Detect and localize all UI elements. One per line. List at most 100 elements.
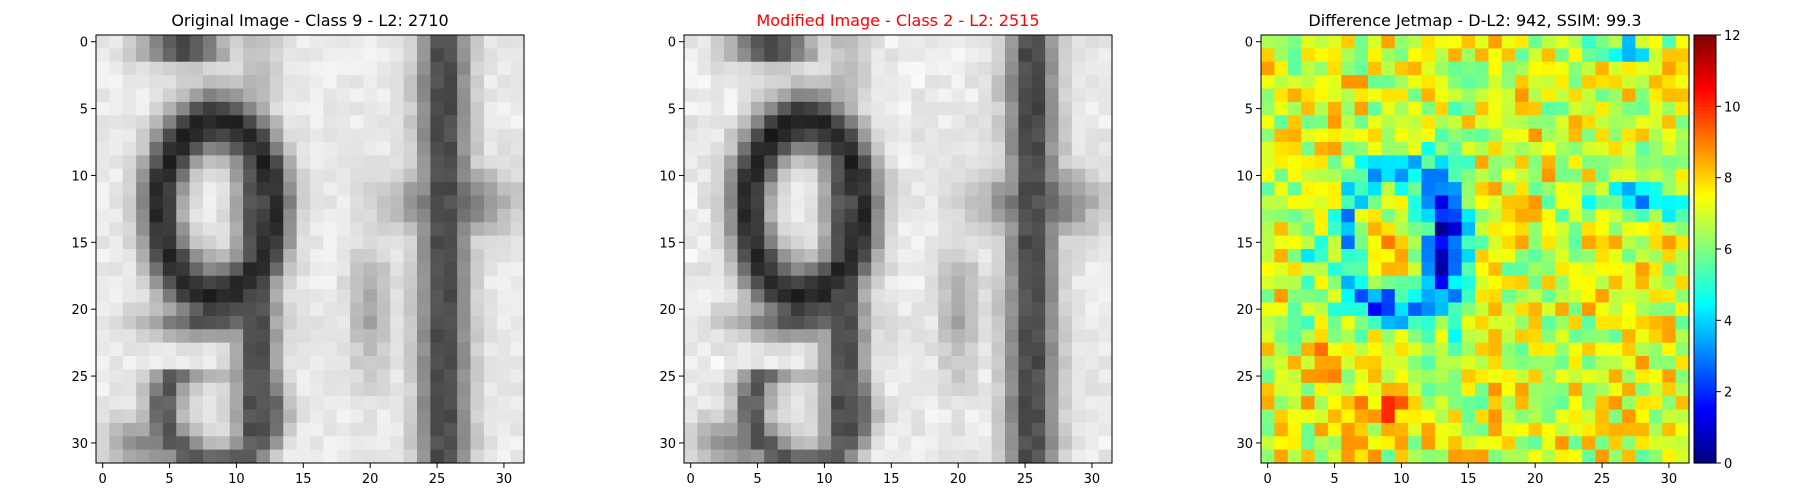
heatmap-cell: [470, 289, 485, 304]
heatmap-cell: [510, 409, 525, 424]
heatmap-cell: [203, 208, 217, 223]
heatmap-cell: [1635, 329, 1650, 344]
heatmap-cell: [136, 302, 151, 317]
heatmap-cell: [336, 356, 351, 370]
heatmap-cell: [1448, 396, 1463, 411]
heatmap-cell: [1475, 88, 1489, 103]
heatmap-cell: [162, 369, 177, 384]
heatmap-cell: [1662, 75, 1677, 90]
heatmap-cell: [1595, 115, 1610, 130]
heatmap-cell: [791, 48, 805, 63]
heatmap-cell: [1368, 422, 1382, 437]
heatmap-cell: [256, 61, 271, 76]
heatmap-cell: [1354, 88, 1369, 103]
heatmap-cell: [817, 88, 832, 103]
heatmap-cell: [216, 48, 231, 63]
heatmap-cell: [1045, 195, 1060, 210]
heatmap-cell: [1085, 142, 1100, 156]
heatmap-cell: [1368, 115, 1382, 130]
heatmap-cell: [243, 436, 258, 451]
heatmap-cell: [149, 356, 164, 370]
heatmap-cell: [243, 396, 258, 411]
heatmap-cell: [871, 289, 886, 304]
heatmap-cell: [1327, 436, 1342, 451]
heatmap-cell: [310, 329, 324, 344]
heatmap-cell: [1085, 342, 1100, 357]
heatmap-cell: [1274, 396, 1289, 411]
heatmap-cell: [122, 369, 137, 384]
heatmap-cell: [831, 115, 846, 130]
heatmap-cell: [1261, 182, 1275, 197]
heatmap-cell: [1045, 48, 1060, 63]
heatmap-cell: [684, 356, 698, 370]
heatmap-cell: [857, 75, 872, 90]
heatmap-cell: [1448, 356, 1463, 370]
heatmap-cell: [256, 168, 271, 183]
heatmap-cell: [991, 208, 1006, 223]
heatmap-cell: [323, 208, 338, 223]
colorbar-segment: [1694, 266, 1716, 271]
heatmap-cell: [403, 275, 418, 290]
heatmap-cell: [216, 168, 231, 183]
heatmap-cell: [710, 449, 725, 464]
heatmap-cell: [376, 155, 391, 170]
heatmap-cell: [1528, 168, 1543, 183]
heatmap-cell: [1341, 409, 1356, 424]
heatmap-cell: [724, 436, 739, 451]
heatmap-cell: [724, 61, 739, 76]
heatmap-cell: [871, 356, 886, 370]
heatmap-cell: [1582, 315, 1596, 330]
heatmap-cell: [684, 115, 698, 130]
heatmap-cell: [924, 35, 939, 49]
heatmap-cell: [991, 35, 1006, 49]
heatmap-cell: [1488, 302, 1503, 317]
heatmap-cell: [911, 329, 926, 344]
heatmap-cell: [1475, 302, 1489, 317]
heatmap-cell: [1528, 235, 1543, 250]
heatmap-cell: [1635, 356, 1650, 370]
heatmap-cell: [1515, 382, 1530, 397]
heatmap-cell: [710, 182, 725, 197]
heatmap-cell: [430, 235, 445, 250]
heatmap-cell: [1327, 422, 1342, 437]
heatmap-cell: [924, 75, 939, 90]
heatmap-cell: [1568, 329, 1583, 344]
heatmap-cell: [991, 61, 1006, 76]
heatmap-cell: [310, 262, 324, 277]
heatmap-cell: [884, 195, 899, 210]
heatmap-cell: [96, 142, 110, 156]
heatmap-cell: [229, 75, 244, 90]
heatmap-cell: [457, 315, 472, 330]
heatmap-cell: [470, 48, 485, 63]
heatmap-cell: [1394, 329, 1409, 344]
heatmap-cell: [684, 315, 698, 330]
heatmap-cell: [750, 222, 765, 237]
heatmap-cell: [1005, 128, 1019, 143]
x-tick-label: 5: [753, 472, 761, 487]
heatmap-cell: [1018, 222, 1033, 237]
heatmap-cell: [310, 369, 324, 384]
heatmap-cell: [1031, 195, 1046, 210]
heatmap-cell: [1461, 128, 1476, 143]
heatmap-cell: [1448, 262, 1463, 277]
heatmap-cell: [911, 195, 926, 210]
heatmap-cell: [1622, 262, 1637, 277]
heatmap-cell: [1354, 101, 1369, 116]
heatmap-cell: [243, 356, 258, 370]
heatmap-cell: [1018, 48, 1033, 63]
heatmap-cell: [1662, 342, 1677, 357]
heatmap-cell: [1555, 115, 1570, 130]
heatmap-cell: [1448, 35, 1463, 49]
heatmap-cell: [831, 262, 846, 277]
heatmap-cell: [1018, 61, 1033, 76]
heatmap-cell: [1448, 61, 1463, 76]
heatmap-cell: [1635, 436, 1650, 451]
heatmap-cell: [1098, 155, 1113, 170]
heatmap-cell: [1301, 208, 1316, 223]
heatmap-cell: [1031, 88, 1046, 103]
heatmap-cell: [430, 409, 445, 424]
heatmap-cell: [951, 115, 966, 130]
heatmap-cell: [1031, 369, 1046, 384]
heatmap-cell: [1434, 262, 1449, 277]
heatmap-cell: [430, 329, 445, 344]
